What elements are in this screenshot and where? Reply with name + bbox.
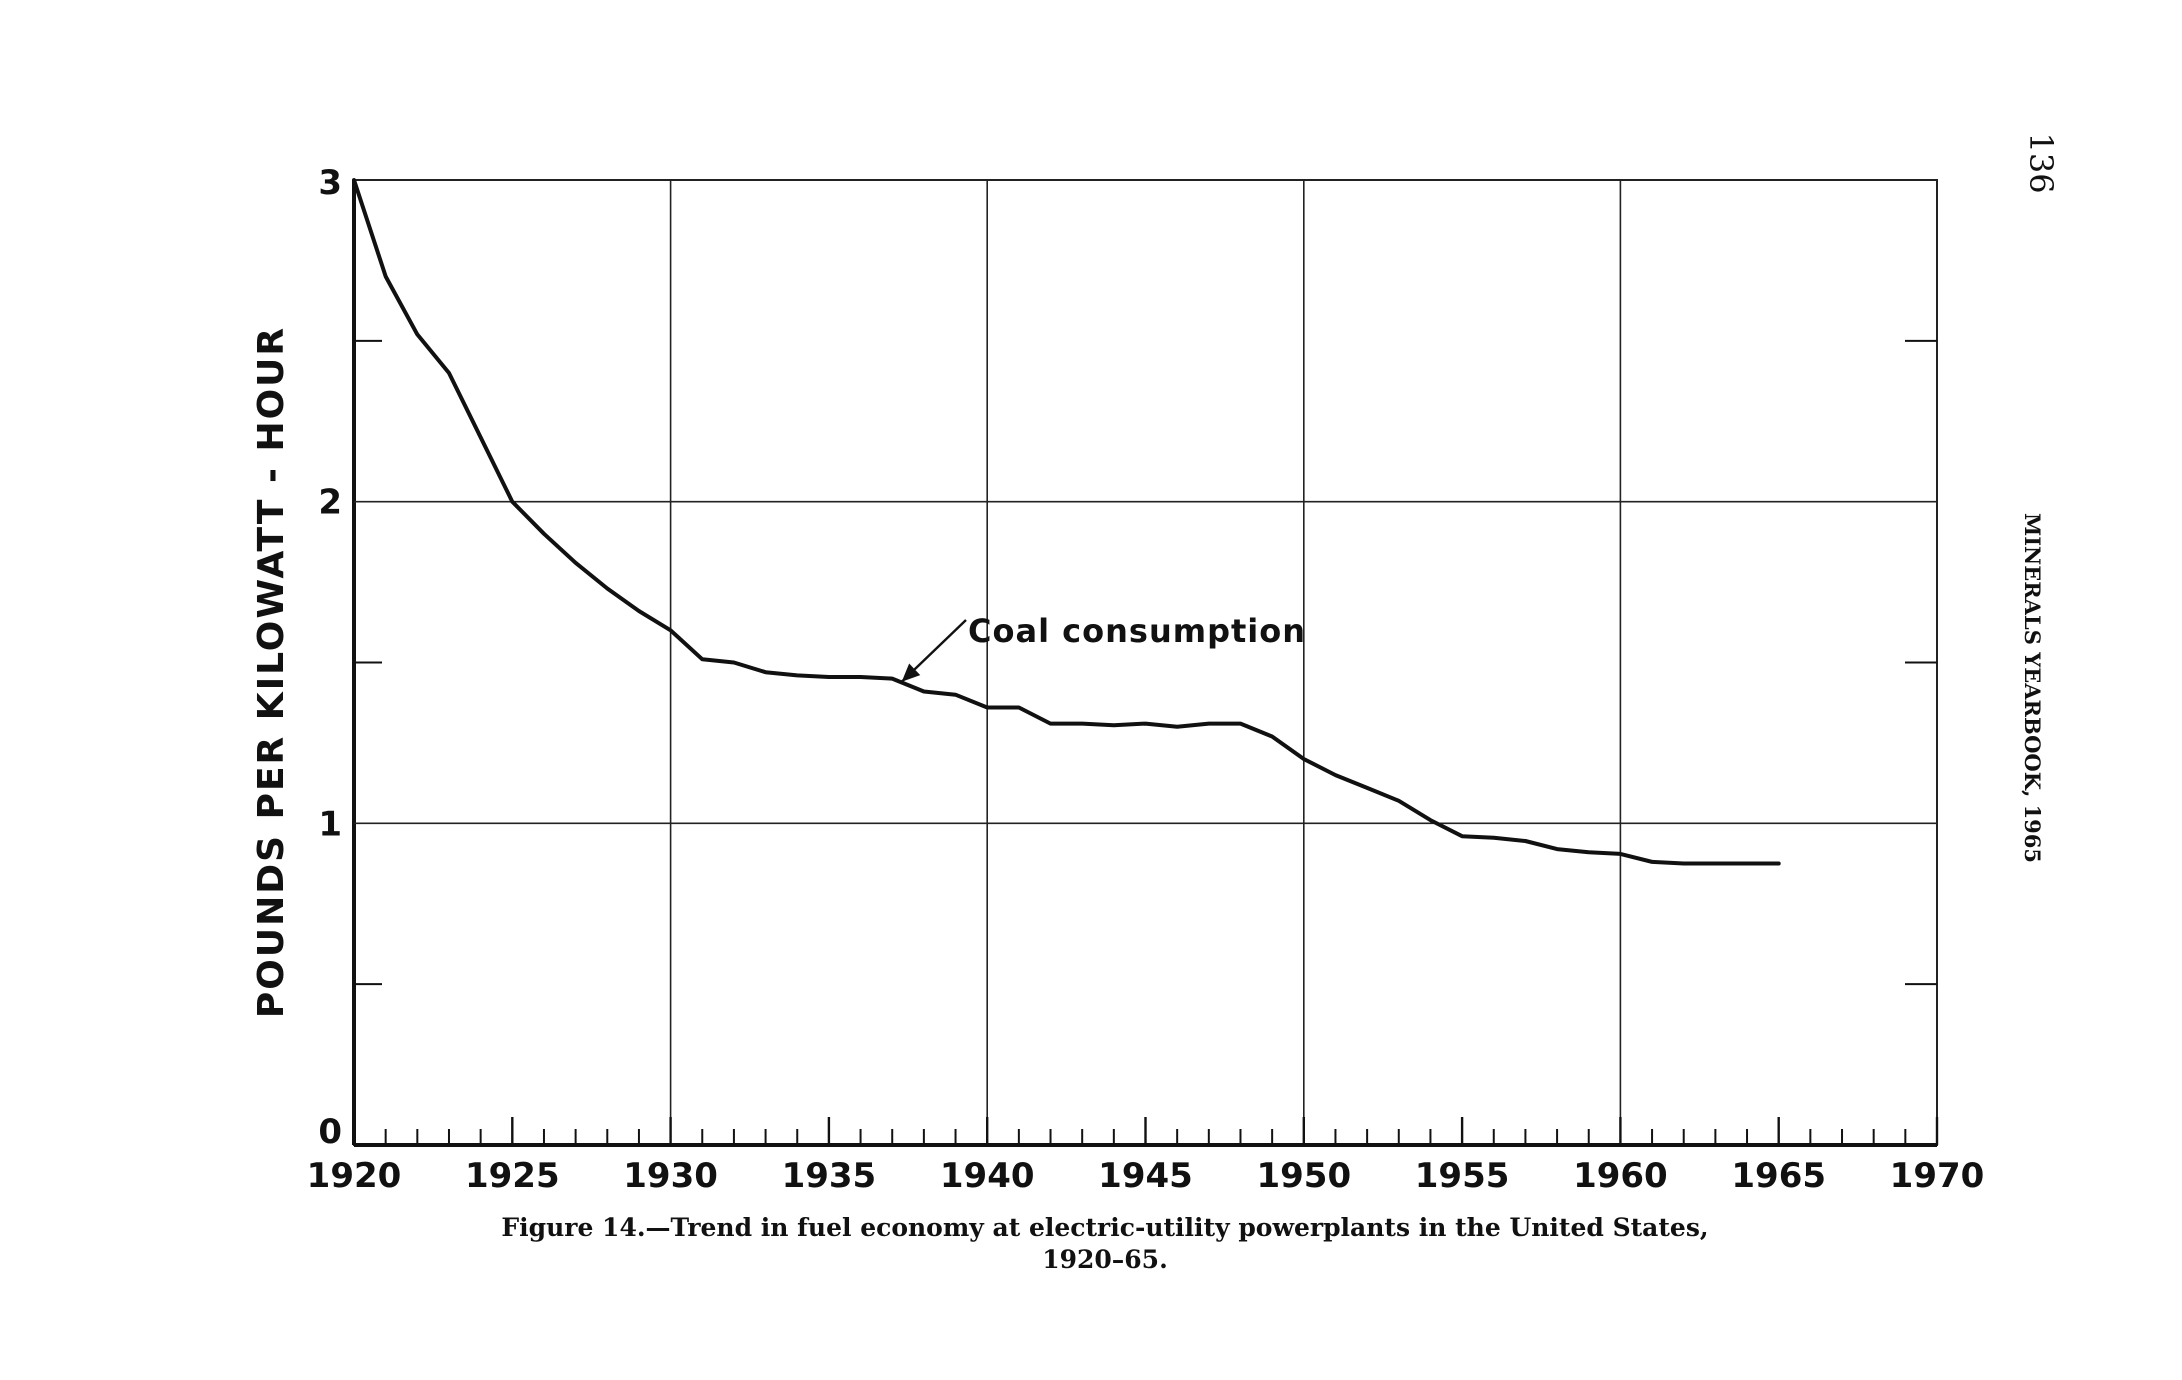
page-number: 136: [2022, 132, 2060, 193]
series-line-coal-consumption: [352, 178, 1781, 866]
x-tick-label: 1955: [1415, 1156, 1510, 1196]
running-header: MINERALS YEARBOOK, 1965: [2020, 513, 2045, 863]
figure-caption-line1: Figure 14.—Trend in fuel economy at elec…: [501, 1213, 1708, 1242]
x-minor-ticks: [352, 1117, 1939, 1145]
x-tick-label: 1960: [1573, 1156, 1668, 1196]
x-tick-label: 1920: [307, 1156, 402, 1196]
series-layer: [352, 178, 1781, 866]
x-tick-label: 1930: [623, 1156, 718, 1196]
plot-area: [352, 179, 1938, 1147]
grid-lines: [354, 180, 1937, 1145]
y-axis-label: POUNDS PER KILOWATT - HOUR: [251, 326, 292, 1018]
annotation-arrowhead: [901, 663, 921, 682]
figure-caption-line2: 1920–65.: [1042, 1245, 1168, 1274]
y-minor-ticks: [354, 339, 1937, 986]
y-tick-label: 2: [318, 483, 342, 523]
x-tick-label: 1925: [465, 1156, 560, 1196]
x-tick-label: 1940: [940, 1156, 1035, 1196]
x-tick-label: 1945: [1098, 1156, 1193, 1196]
annotation-layer: Coal consumption: [900, 612, 1306, 683]
y-tick-labels: 0 1 2 3: [318, 163, 342, 1152]
y-tick-label: 0: [318, 1112, 342, 1152]
x-tick-labels: 1920 1925 1930 1935 1940 1945 1950 1955 1960 1965…: [307, 1156, 1985, 1196]
annotation-label: Coal consumption: [968, 612, 1306, 650]
x-tick-label: 1950: [1256, 1156, 1351, 1196]
plot-frame: [353, 179, 1938, 1146]
x-tick-label: 1970: [1890, 1156, 1985, 1196]
x-tick-label: 1965: [1731, 1156, 1826, 1196]
y-tick-label: 3: [318, 163, 342, 203]
y-tick-label: 1: [318, 804, 342, 844]
x-tick-label: 1935: [782, 1156, 877, 1196]
